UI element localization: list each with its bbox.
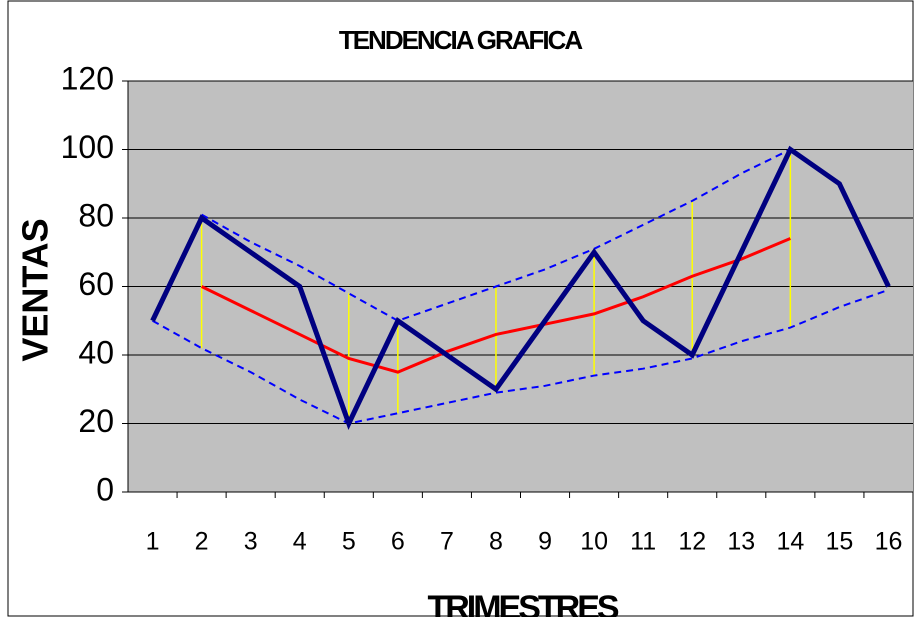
y-tick-label: 120 [61, 60, 114, 96]
x-tick-label: 7 [440, 528, 454, 556]
x-tick-label: 9 [538, 528, 552, 556]
y-tick-label: 100 [61, 129, 114, 165]
y-tick-label: 40 [78, 334, 114, 370]
x-tick-label: 11 [630, 528, 656, 556]
x-tick-label: 10 [580, 528, 608, 556]
x-tick-label: 5 [342, 528, 356, 556]
x-tick-label: 4 [293, 528, 307, 556]
x-tick-label: 2 [195, 528, 209, 556]
y-axis-label: VENTAS [15, 218, 56, 361]
x-axis-label: TRIMESTRES [427, 589, 618, 617]
x-tick-label: 16 [875, 528, 903, 556]
y-tick-label: 20 [78, 403, 114, 439]
y-tick-label: 60 [78, 266, 114, 302]
x-tick-label: 15 [826, 528, 854, 556]
x-tick-label: 13 [727, 528, 755, 556]
y-tick-label: 0 [96, 471, 114, 507]
series-line [201, 148, 791, 322]
chart-title: TENDENCIA GRAFICA [339, 25, 584, 55]
x-tick-label: 12 [678, 528, 706, 556]
x-tick-label: 6 [391, 528, 405, 556]
x-tick-label: 8 [489, 528, 503, 556]
series-line [200, 237, 791, 374]
series-line [152, 288, 889, 425]
x-tick-label: 1 [146, 528, 160, 556]
x-tick-label: 14 [776, 528, 804, 556]
series-line [150, 145, 891, 430]
x-tick-label: 3 [244, 528, 258, 556]
y-tick-label: 80 [78, 197, 114, 233]
